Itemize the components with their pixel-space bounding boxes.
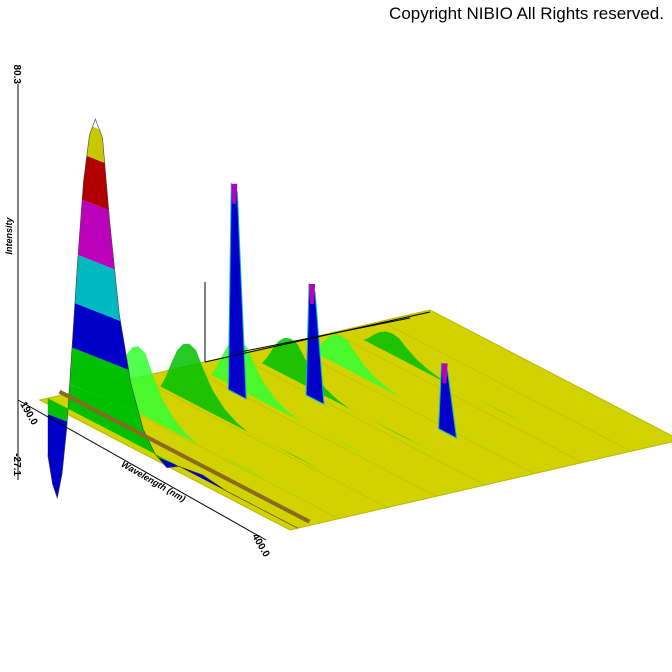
floor-streak [332, 332, 583, 463]
peak-tip [231, 183, 238, 204]
back-spectrum [293, 334, 544, 472]
floor-streak [381, 320, 632, 452]
y-tick-label-max: 80.3 [11, 65, 22, 85]
floor-streak [137, 377, 388, 508]
back-spectrum [90, 346, 341, 519]
front-spectrum-line [47, 118, 298, 529]
intensity-band [47, 124, 298, 301]
back-spectrum [344, 329, 595, 460]
peak-ridges [227, 182, 458, 439]
peak-tip [441, 363, 448, 384]
front-ridge-line [58, 389, 311, 524]
wavelength-axis-line [17, 399, 267, 541]
peak-tip [309, 284, 316, 305]
back-spectra [90, 329, 595, 519]
floor-streak [283, 343, 534, 475]
back-spectrum [192, 340, 443, 495]
y-axis-title: Intensity [4, 217, 14, 255]
x-tick-label-start: 190.0 [17, 400, 39, 428]
peak-ridge [305, 282, 325, 406]
intensity-band [47, 170, 298, 358]
y-tick-label-min: -27.1 [11, 453, 22, 476]
back-spectrum [242, 337, 493, 484]
peak-ridge [227, 182, 247, 400]
floor-streak [234, 354, 486, 486]
x-tick-label-end: 400.0 [249, 532, 271, 560]
back-axis-line-2 [239, 317, 411, 353]
intensity-band [47, 119, 298, 255]
back-spectrum [141, 343, 392, 507]
copyright-notice: Copyright NIBIO All Rights reserved. [389, 4, 664, 23]
